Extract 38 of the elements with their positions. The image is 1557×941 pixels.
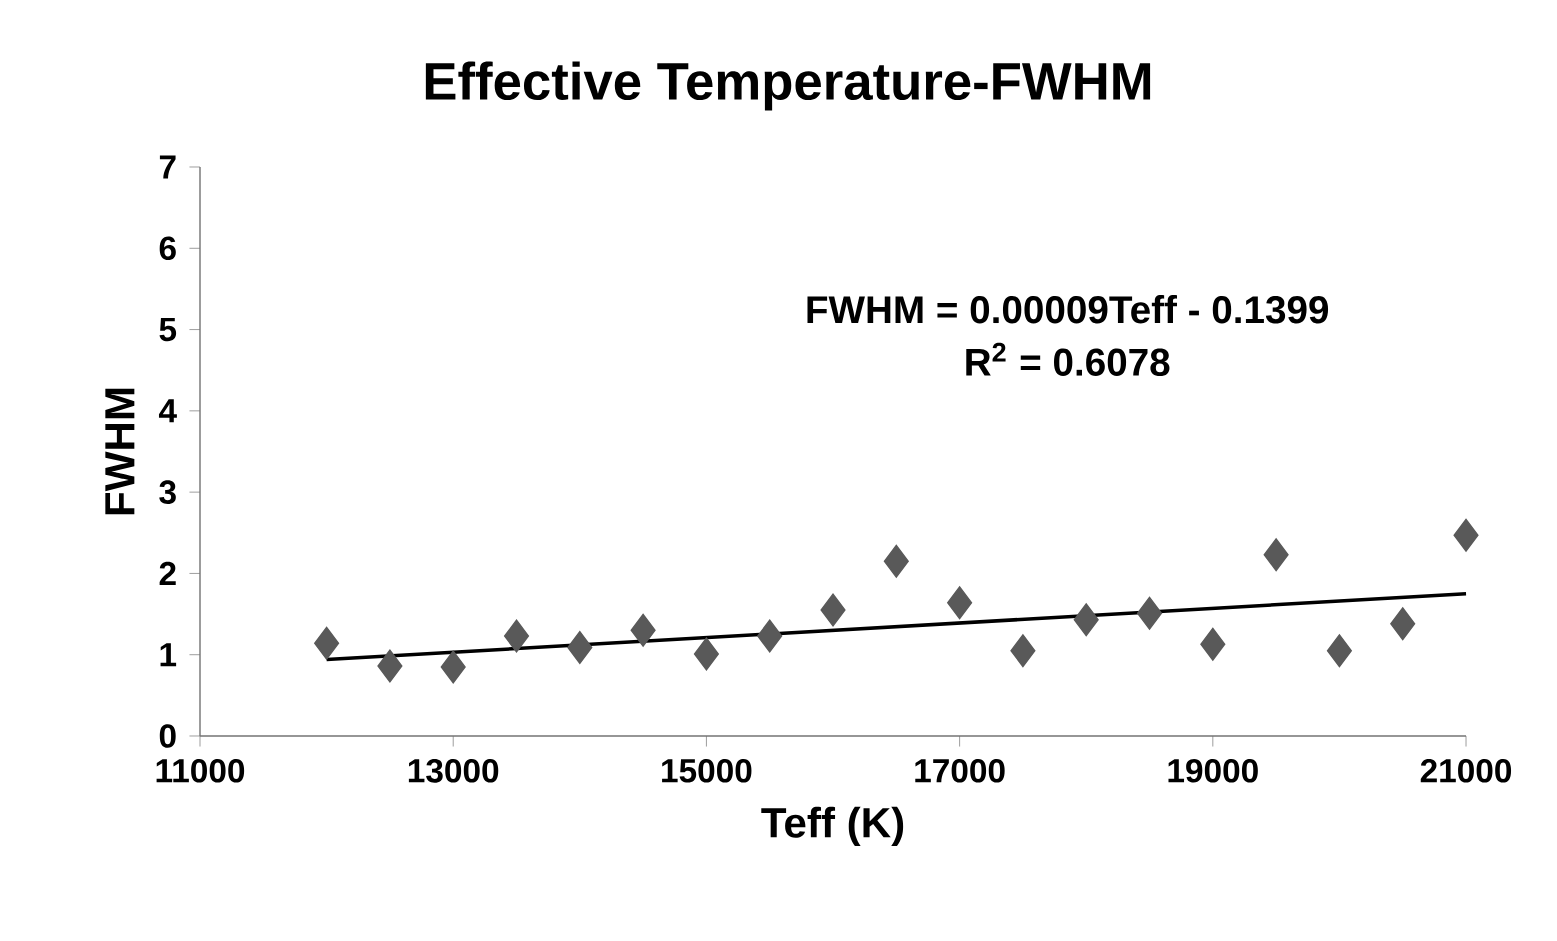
point xyxy=(567,630,593,664)
point xyxy=(377,649,403,683)
point xyxy=(503,619,530,653)
point xyxy=(630,613,656,647)
y-tick-label: 2 xyxy=(159,561,176,586)
y-tick-label: 0 xyxy=(159,724,176,748)
point xyxy=(1390,607,1416,641)
point xyxy=(1073,603,1099,637)
annotation: FWHM = 0.00009Teff - 0.1399 xyxy=(807,295,1329,324)
y-tick-label: 4 xyxy=(158,399,177,423)
y-tick-label: 5 xyxy=(159,317,177,342)
point xyxy=(883,544,909,578)
annotation: R$^{2}$ = 0.6078 xyxy=(966,342,1170,376)
y-tick-label: 3 xyxy=(159,480,176,504)
y-tick-label: 1 xyxy=(160,643,177,667)
x-tick-label: 19000 xyxy=(1168,758,1258,783)
y-axis-title: FWHM xyxy=(105,388,135,515)
point xyxy=(314,626,340,660)
point xyxy=(1136,596,1163,630)
point xyxy=(440,650,466,684)
x-tick-label: 15000 xyxy=(662,758,752,783)
point xyxy=(1326,634,1352,668)
point xyxy=(820,593,846,627)
point xyxy=(1263,538,1289,572)
y-tick-label: 6 xyxy=(159,236,176,261)
point xyxy=(693,637,719,671)
point xyxy=(1200,627,1226,661)
point xyxy=(1453,518,1479,552)
x-tick-label: 21000 xyxy=(1420,758,1512,783)
x-tick-label: 11000 xyxy=(156,758,245,783)
x-axis-title: Teff (K) xyxy=(761,806,904,847)
x-tick-label: 13000 xyxy=(408,758,499,783)
point xyxy=(757,619,783,653)
chart-title: Effective Temperature-FWHM xyxy=(425,61,1151,111)
point xyxy=(947,586,973,620)
y-tick-label: 7 xyxy=(159,155,176,179)
x-tick-label: 17000 xyxy=(915,758,1005,783)
point xyxy=(1010,634,1036,668)
